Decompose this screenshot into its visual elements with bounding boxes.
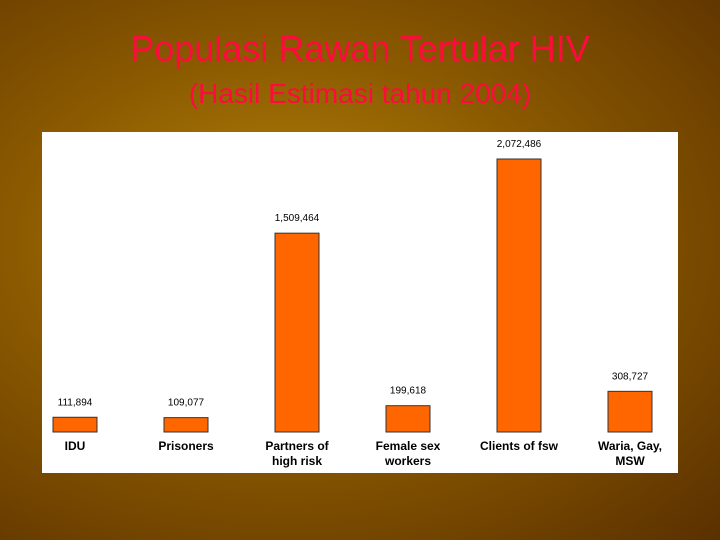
bar: [274, 232, 320, 433]
bar: [607, 390, 653, 433]
bar: [496, 158, 542, 433]
subtitle: (Hasil Estimasi tahun 2004): [188, 78, 532, 109]
bar: [52, 416, 98, 433]
value-label: 308,727: [612, 371, 649, 382]
chart: 111,894 109,077 1,509,464 199,618 2,072,486 3…: [52, 139, 653, 433]
x-tick-label: Partners of high risk: [265, 439, 329, 468]
x-tick-label: Waria, Gay, MSW: [597, 439, 663, 468]
bar: [163, 417, 209, 433]
x-tick-label: Prisoners: [158, 439, 214, 453]
value-label: 109,077: [168, 398, 205, 409]
x-tick-label: Clients of fsw: [479, 439, 558, 453]
value-label: 2,072,486: [497, 139, 542, 150]
title: Populasi Rawan Tertular HIV: [130, 28, 590, 69]
value-label: 199,618: [390, 386, 427, 397]
x-tick-label: Female sex workers: [375, 439, 441, 468]
value-label: 111,894: [58, 397, 93, 408]
x-tick-label: IDU: [64, 439, 86, 453]
bar: [385, 405, 431, 433]
value-label: 1,509,464: [275, 213, 320, 224]
chart-panel: 111,894 109,077 1,509,464 199,618 2,072,486 3…: [42, 132, 678, 473]
